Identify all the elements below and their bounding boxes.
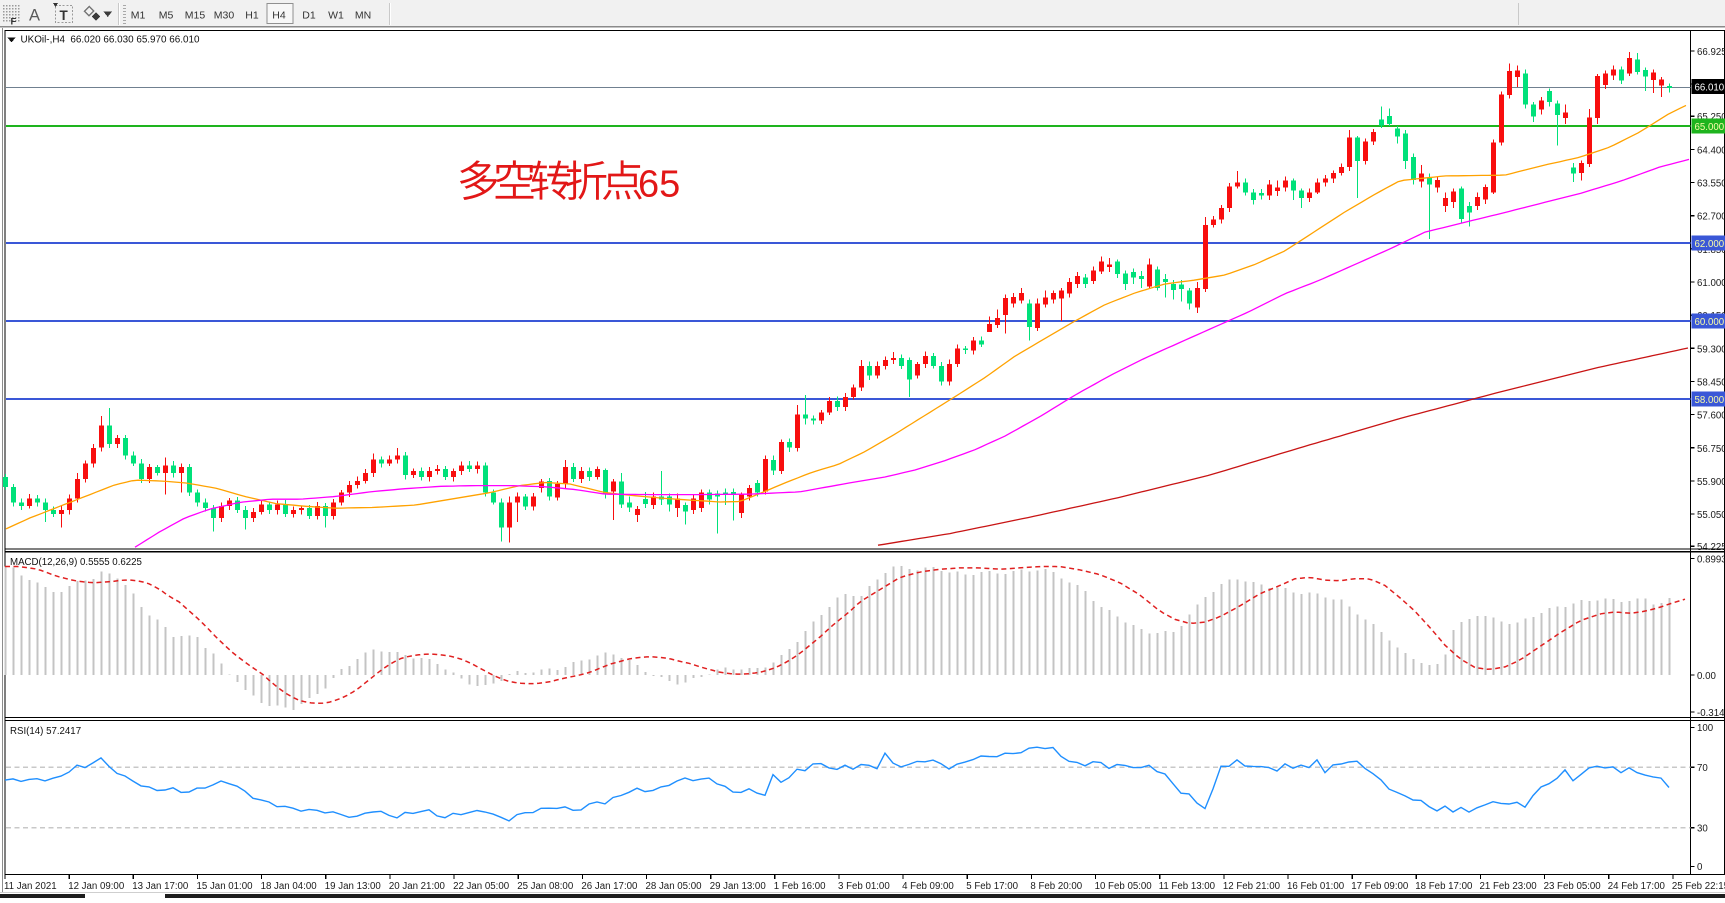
svg-text:54.225: 54.225 (1697, 542, 1725, 553)
svg-text:65.000: 65.000 (1695, 122, 1725, 133)
svg-text:16 Feb 01:00: 16 Feb 01:00 (1287, 881, 1345, 892)
svg-text:13 Jan 17:00: 13 Jan 17:00 (132, 881, 189, 892)
svg-text:65: 65 (638, 164, 680, 206)
svg-text:-0.3143: -0.3143 (1697, 708, 1725, 719)
svg-text:F: F (11, 17, 17, 28)
svg-text:55.050: 55.050 (1697, 510, 1725, 521)
svg-text:55.900: 55.900 (1697, 477, 1725, 488)
svg-text:17 Feb 09:00: 17 Feb 09:00 (1351, 881, 1409, 892)
svg-text:29 Jan 13:00: 29 Jan 13:00 (710, 881, 767, 892)
svg-text:H4: H4 (272, 10, 286, 22)
svg-text:25 Jan 08:00: 25 Jan 08:00 (517, 881, 574, 892)
svg-text:MN: MN (355, 10, 371, 22)
svg-text:20 Jan 21:00: 20 Jan 21:00 (389, 881, 446, 892)
svg-text:8 Feb 20:00: 8 Feb 20:00 (1030, 881, 1082, 892)
svg-text:66.925: 66.925 (1697, 47, 1725, 58)
svg-text:11 Feb 13:00: 11 Feb 13:00 (1159, 881, 1216, 892)
svg-text:56.750: 56.750 (1697, 444, 1725, 455)
svg-text:18 Jan 04:00: 18 Jan 04:00 (261, 881, 318, 892)
svg-text:66.010: 66.010 (1695, 83, 1725, 94)
svg-text:11 Jan 2021: 11 Jan 2021 (4, 881, 57, 892)
svg-text:58.000: 58.000 (1695, 395, 1725, 406)
svg-text:25 Feb 22:15: 25 Feb 22:15 (1672, 881, 1725, 892)
svg-text:57.600: 57.600 (1697, 411, 1725, 422)
svg-text:70: 70 (1697, 763, 1708, 774)
svg-text:63.550: 63.550 (1697, 179, 1725, 190)
svg-text:18 Feb 17:00: 18 Feb 17:00 (1415, 881, 1473, 892)
svg-text:MACD(12,26,9) 0.5555 0.6225: MACD(12,26,9) 0.5555 0.6225 (10, 557, 142, 568)
svg-text:3 Feb 01:00: 3 Feb 01:00 (838, 881, 890, 892)
svg-text:24 Feb 17:00: 24 Feb 17:00 (1608, 881, 1666, 892)
svg-text:58.450: 58.450 (1697, 377, 1725, 388)
svg-text:T: T (60, 8, 69, 23)
svg-text:RSI(14) 57.2417: RSI(14) 57.2417 (10, 726, 81, 737)
svg-text:0: 0 (1697, 862, 1703, 873)
svg-text:62.000: 62.000 (1695, 239, 1725, 250)
svg-text:0.8993: 0.8993 (1697, 555, 1725, 566)
svg-text:59.300: 59.300 (1697, 344, 1725, 355)
svg-text:M5: M5 (159, 10, 174, 22)
svg-text:1 Feb 16:00: 1 Feb 16:00 (774, 881, 826, 892)
svg-text:W1: W1 (328, 10, 344, 22)
svg-text:15 Jan 01:00: 15 Jan 01:00 (197, 881, 254, 892)
svg-text:M15: M15 (185, 10, 206, 22)
svg-text:61.000: 61.000 (1697, 278, 1725, 289)
svg-text:A: A (29, 7, 40, 25)
svg-text:26 Jan 17:00: 26 Jan 17:00 (581, 881, 638, 892)
svg-text:28 Jan 05:00: 28 Jan 05:00 (646, 881, 703, 892)
svg-text:10 Feb 05:00: 10 Feb 05:00 (1095, 881, 1153, 892)
svg-text:19 Jan 13:00: 19 Jan 13:00 (325, 881, 382, 892)
svg-text:5 Feb 17:00: 5 Feb 17:00 (966, 881, 1018, 892)
svg-text:M1: M1 (131, 10, 146, 22)
svg-text:D1: D1 (302, 10, 316, 22)
svg-text:UKOil-,H4 66.020 66.030 65.97: UKOil-,H4 66.020 66.030 65.970 66.010 (21, 34, 200, 45)
svg-text:M30: M30 (214, 10, 235, 22)
svg-text:22 Jan 05:00: 22 Jan 05:00 (453, 881, 510, 892)
svg-text:30: 30 (1697, 823, 1708, 834)
svg-text:4 Feb 09:00: 4 Feb 09:00 (902, 881, 954, 892)
svg-text:12 Jan 09:00: 12 Jan 09:00 (68, 881, 125, 892)
svg-text:H1: H1 (245, 10, 259, 22)
svg-text:64.400: 64.400 (1697, 145, 1725, 156)
svg-text:100: 100 (1697, 723, 1714, 734)
svg-text:60.000: 60.000 (1695, 317, 1725, 328)
svg-text:0.00: 0.00 (1697, 671, 1716, 682)
svg-text:21 Feb 23:00: 21 Feb 23:00 (1480, 881, 1538, 892)
svg-text:62.700: 62.700 (1697, 212, 1725, 223)
svg-text:12 Feb 21:00: 12 Feb 21:00 (1223, 881, 1281, 892)
svg-text:23 Feb 05:00: 23 Feb 05:00 (1544, 881, 1602, 892)
